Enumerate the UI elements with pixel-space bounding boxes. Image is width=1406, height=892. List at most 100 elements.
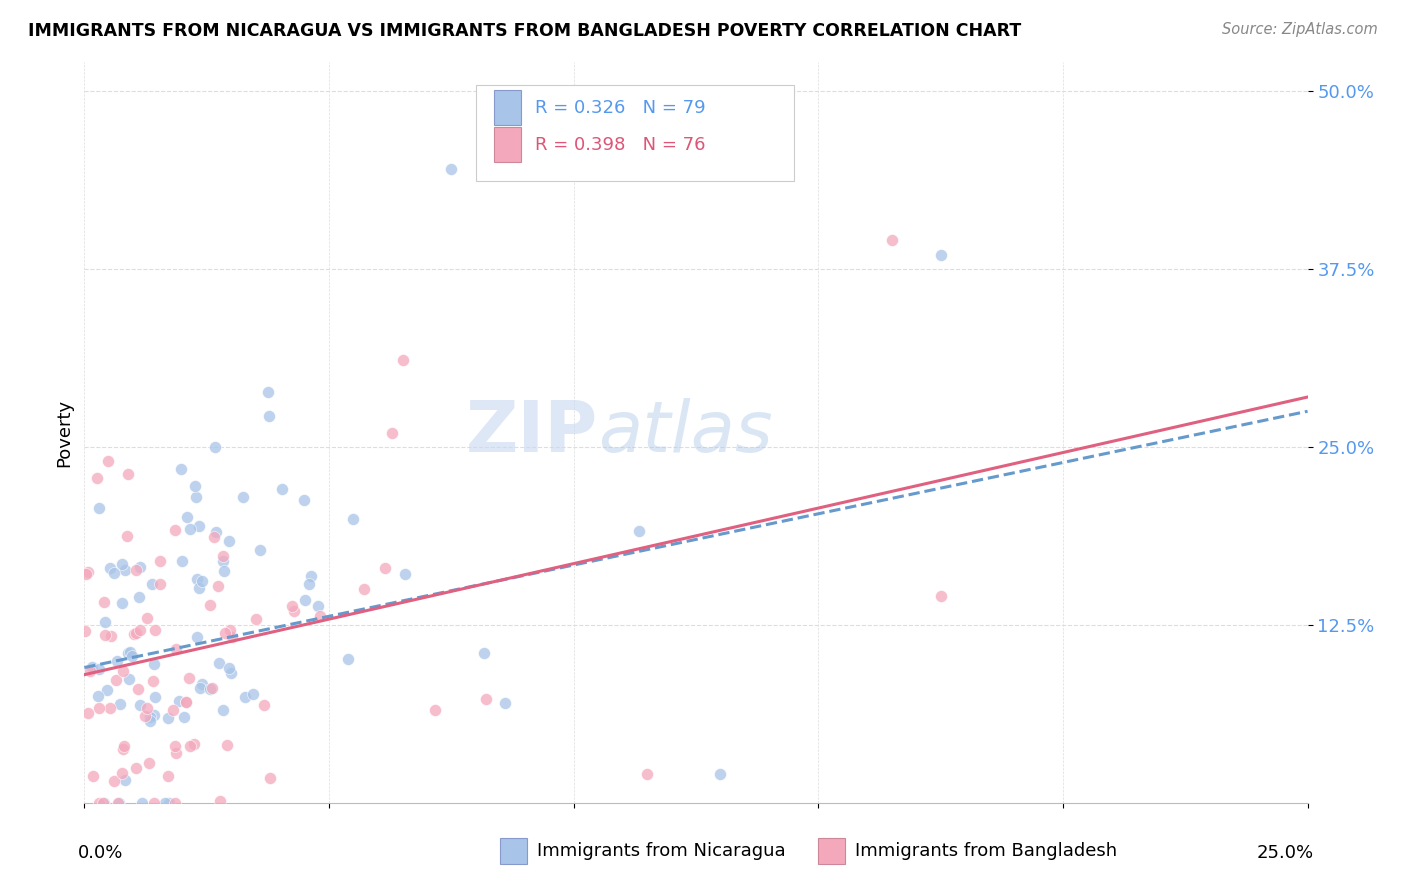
Point <box>173 710 195 724</box>
Point <box>307 599 329 613</box>
Point <box>105 673 128 688</box>
Point <box>136 700 159 714</box>
Point <box>212 549 235 563</box>
Point <box>98 561 121 575</box>
Point <box>179 522 201 536</box>
Point <box>170 554 193 568</box>
Point <box>89 700 111 714</box>
Point <box>149 577 172 591</box>
Point <box>880 234 903 248</box>
Point <box>143 708 166 723</box>
Point <box>103 774 125 789</box>
Point <box>114 772 136 787</box>
Point <box>174 695 197 709</box>
Point <box>111 557 134 571</box>
Point <box>440 162 463 177</box>
Text: atlas: atlas <box>598 398 773 467</box>
Point <box>636 767 658 781</box>
Point <box>218 661 240 675</box>
Point <box>157 796 180 810</box>
Point <box>177 671 200 685</box>
Point <box>131 796 153 810</box>
Point <box>381 425 404 440</box>
Point <box>342 512 364 526</box>
Point <box>283 603 305 617</box>
Point <box>423 702 446 716</box>
Point <box>128 591 150 605</box>
Point <box>134 709 156 723</box>
Point <box>129 624 152 638</box>
Point <box>129 698 152 712</box>
Point <box>163 796 186 810</box>
Point <box>207 579 229 593</box>
Point <box>219 665 242 680</box>
Point <box>245 612 267 626</box>
Point <box>249 542 271 557</box>
Point <box>221 630 243 644</box>
Point <box>353 582 375 596</box>
Point <box>89 500 111 515</box>
Point <box>186 572 208 586</box>
Bar <box>494 127 522 162</box>
Point <box>125 761 148 775</box>
Point <box>214 625 236 640</box>
Point <box>91 796 114 810</box>
Point <box>117 467 139 481</box>
Point <box>235 690 257 705</box>
Point <box>86 471 108 485</box>
Point <box>157 769 180 783</box>
Point <box>111 664 134 678</box>
Point <box>200 598 222 612</box>
Point <box>628 524 651 538</box>
Point <box>298 577 321 591</box>
Point <box>257 409 280 423</box>
Point <box>100 701 122 715</box>
Point <box>96 453 118 467</box>
Point <box>394 567 416 582</box>
Point <box>143 624 166 638</box>
Point <box>242 687 264 701</box>
Point <box>202 530 225 544</box>
Point <box>162 703 184 717</box>
Point <box>209 794 232 808</box>
Point <box>294 593 316 607</box>
Point <box>120 645 142 659</box>
Point <box>89 796 111 810</box>
Point <box>77 706 100 720</box>
Point <box>114 563 136 577</box>
Point <box>121 649 143 664</box>
Point <box>215 738 238 752</box>
Point <box>186 491 208 505</box>
Point <box>94 628 117 642</box>
Point <box>929 247 952 261</box>
Text: ZIP: ZIP <box>465 398 598 467</box>
Text: 25.0%: 25.0% <box>1257 844 1313 862</box>
Point <box>183 737 205 751</box>
Point <box>163 523 186 537</box>
Point <box>143 796 166 810</box>
Point <box>299 568 322 582</box>
Point <box>138 709 160 723</box>
Point <box>105 654 128 668</box>
Point <box>200 682 222 697</box>
Point <box>138 756 160 770</box>
Point <box>142 657 165 671</box>
Point <box>472 646 495 660</box>
Point <box>112 739 135 753</box>
Point <box>929 590 952 604</box>
Point <box>77 565 100 579</box>
Point <box>188 681 211 696</box>
Point <box>82 769 104 783</box>
Point <box>117 646 139 660</box>
Point <box>75 624 97 638</box>
Point <box>212 564 235 578</box>
Point <box>157 710 180 724</box>
Point <box>94 615 117 630</box>
Point <box>179 739 201 754</box>
Point <box>259 771 281 785</box>
Text: Immigrants from Bangladesh: Immigrants from Bangladesh <box>855 842 1118 860</box>
Point <box>212 554 235 568</box>
Point <box>107 796 129 810</box>
Point <box>253 698 276 712</box>
Point <box>117 672 139 686</box>
